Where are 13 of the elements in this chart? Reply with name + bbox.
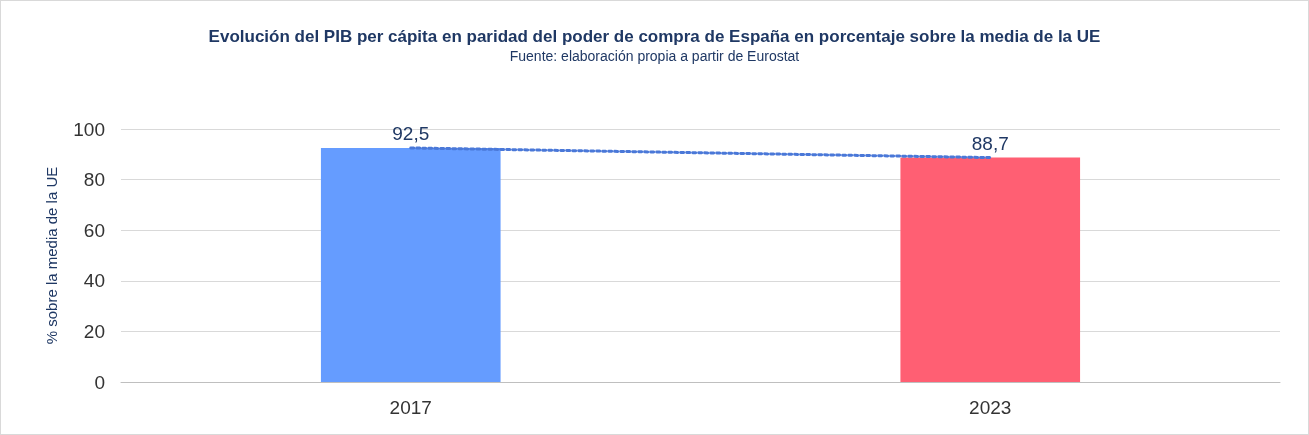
y-axis-title: % sobre la media de la UE xyxy=(43,166,60,345)
y-tick-label: 0 xyxy=(94,371,105,393)
data-label: 88,7 xyxy=(971,132,1009,154)
y-tick-label: 100 xyxy=(73,118,105,140)
chart-subtitle: Fuente: elaboración propia a partir de Eurostat xyxy=(508,47,801,65)
y-tick-label: 80 xyxy=(83,169,105,191)
y-tick-label: 40 xyxy=(83,270,105,292)
y-tick-label: 20 xyxy=(83,320,105,342)
x-tick-label: 2017 xyxy=(389,397,432,418)
x-tick-label: 2023 xyxy=(969,397,1012,418)
y-tick-label: 60 xyxy=(83,219,105,241)
data-label: 92,5 xyxy=(392,122,430,144)
chart-title: Evolución del PIB per cápita en paridad del poder de compra de España en porcentaje sobre la media de la UE xyxy=(207,27,1102,47)
